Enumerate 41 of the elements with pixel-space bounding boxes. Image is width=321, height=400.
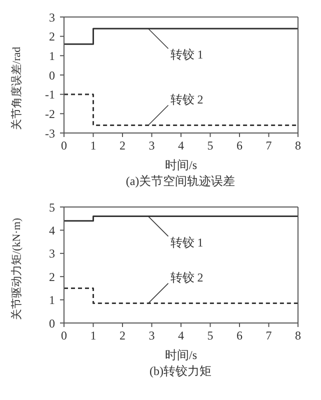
x-tick-label: 2 <box>120 328 126 343</box>
x-tick-label: 1 <box>90 138 96 153</box>
y-tick-label: -3 <box>45 126 55 140</box>
x-tick-label: 8 <box>295 328 301 343</box>
x-tick-label: 7 <box>266 328 272 343</box>
x-tick-label: 8 <box>295 138 301 153</box>
x-tick-label: 7 <box>266 138 272 153</box>
y-tick-label: 3 <box>49 246 55 261</box>
text: (b)转铰力矩 <box>148 363 212 380</box>
x-tick-label: 6 <box>236 138 242 153</box>
x-tick-label: 2 <box>120 138 126 153</box>
y-tick-label: 5 <box>49 200 55 214</box>
x-tick-label: 5 <box>207 328 214 343</box>
y-tick-label: 3 <box>49 10 55 24</box>
x-axis-title: 时间/s <box>164 158 198 172</box>
x-tick-label: 0 <box>61 138 67 153</box>
y-tick-label: 1 <box>49 293 55 308</box>
series-label: 转铰 2 <box>170 92 204 106</box>
y-tick-label: 0 <box>49 68 55 82</box>
y-tick-label: 2 <box>49 270 55 284</box>
x-tick-label: 3 <box>148 328 155 343</box>
legend-label: 转铰 1 <box>170 235 204 250</box>
y-tick-label: -2 <box>45 106 55 121</box>
y-axis-title: 关节角度误差/rad <box>10 46 23 130</box>
legend-label: 转铰 1 <box>170 48 204 62</box>
y-tick-label: 0 <box>49 316 55 330</box>
text: (a)关节空间轨迹误差 <box>124 173 236 190</box>
x-tick-label: 3 <box>148 138 155 153</box>
x-tick-label: 6 <box>236 328 242 343</box>
x-tick-label: 1 <box>90 328 96 343</box>
x-tick-label: 0 <box>61 328 67 343</box>
y-tick-label: 1 <box>49 48 55 63</box>
x-tick-label: 4 <box>178 328 184 343</box>
x-axis-title: 时间/s <box>164 348 198 362</box>
series-label: 转铰 2 <box>170 270 204 284</box>
x-tick-label: 5 <box>207 138 214 153</box>
x-tick-label: 4 <box>178 138 184 153</box>
y-tick-label: 4 <box>49 223 55 238</box>
y-tick-label: -1 <box>45 88 55 102</box>
y-tick-label: 2 <box>49 30 55 44</box>
y-axis-title: 关节驱动力矩/(kN·m) <box>10 218 23 320</box>
